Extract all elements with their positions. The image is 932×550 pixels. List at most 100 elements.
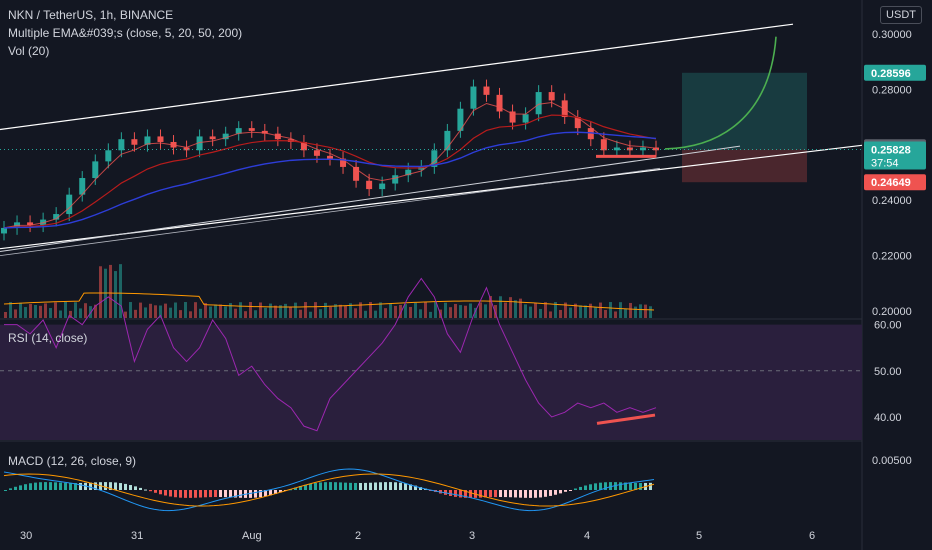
- macd-histogram-bar: [634, 482, 637, 490]
- rsi-band: [0, 324, 862, 440]
- candle-body: [144, 136, 151, 145]
- volume-bar: [304, 302, 307, 318]
- volume-bar: [404, 304, 407, 318]
- macd-histogram-bar: [394, 482, 397, 490]
- macd-axis-tick: 0.00500: [872, 455, 912, 467]
- macd-histogram-bar: [149, 490, 152, 492]
- macd-histogram-bar: [334, 482, 337, 490]
- macd-histogram-bar: [384, 482, 387, 490]
- macd-histogram-bar: [509, 490, 512, 498]
- currency-selector[interactable]: USDT: [880, 6, 922, 24]
- macd-histogram-bar: [69, 482, 72, 490]
- volume-bar: [139, 302, 142, 318]
- macd-histogram-bar: [379, 482, 382, 490]
- macd-histogram-bar: [599, 482, 602, 490]
- volume-bar: [619, 302, 622, 318]
- volume-bar: [549, 311, 552, 318]
- time-axis-tick: 2: [355, 530, 361, 542]
- volume-bar: [449, 307, 452, 318]
- macd-histogram-bar: [39, 482, 42, 490]
- price-axis-tick: 0.28000: [872, 84, 912, 96]
- macd-histogram-bar: [399, 482, 402, 490]
- volume-bar: [279, 305, 282, 318]
- volume-bar: [294, 302, 297, 318]
- macd-histogram-bar: [529, 490, 532, 498]
- macd-histogram-bar: [74, 482, 77, 490]
- volume-bar: [579, 305, 582, 318]
- candle-body: [353, 166, 360, 181]
- macd-histogram-bar: [134, 486, 137, 490]
- volume-bar: [79, 308, 82, 318]
- macd-histogram-bar: [534, 490, 537, 498]
- macd-histogram-bar: [579, 486, 582, 490]
- volume-bar: [99, 266, 102, 318]
- volume-legend[interactable]: Vol (20): [8, 44, 50, 58]
- volume-bar: [414, 302, 417, 318]
- macd-histogram-bar: [199, 490, 202, 498]
- inner-channel-line: [0, 145, 741, 252]
- macd-histogram-bar: [369, 482, 372, 490]
- signal-line: [3, 473, 655, 507]
- symbol-legend[interactable]: NKN / TetherUS, 1h, BINANCE: [8, 8, 174, 22]
- volume-bar: [564, 302, 567, 318]
- volume-bar: [424, 302, 427, 318]
- ema-legend[interactable]: Multiple EMA&#039;s (close, 5, 20, 50, 2…: [8, 26, 243, 40]
- macd-line: [3, 468, 655, 512]
- candle-body: [392, 175, 399, 184]
- volume-bar: [254, 310, 257, 318]
- time-axis-tick: 31: [131, 530, 143, 542]
- volume-ma-line: [3, 292, 655, 311]
- ema-50-line: [3, 131, 657, 229]
- macd-histogram-bar: [589, 484, 592, 490]
- candle-body: [313, 150, 320, 156]
- macd-histogram-bar: [524, 490, 527, 498]
- volume-bar: [274, 305, 277, 318]
- volume-bar: [54, 302, 57, 318]
- volume-bar: [9, 302, 12, 318]
- macd-histogram-bar: [34, 482, 37, 490]
- candle-body: [105, 150, 112, 162]
- macd-histogram-bar: [54, 482, 57, 490]
- candle-body: [574, 117, 581, 129]
- macd-histogram-bar: [494, 490, 497, 498]
- macd-histogram-bar: [89, 482, 92, 490]
- volume-bar: [599, 302, 602, 318]
- volume-bar: [504, 302, 507, 318]
- macd-histogram-bar: [499, 490, 502, 498]
- volume-bar: [264, 307, 267, 318]
- volume-bar: [169, 307, 172, 318]
- macd-histogram-bar: [9, 488, 12, 490]
- candle-body: [53, 214, 60, 220]
- volume-bar: [154, 305, 157, 318]
- candle-body: [431, 150, 438, 167]
- candle-body: [483, 86, 490, 95]
- macd-histogram-bar: [594, 483, 597, 490]
- volume-bar: [534, 302, 537, 318]
- volume-bar: [219, 304, 222, 318]
- rsi-legend[interactable]: RSI (14, close): [8, 331, 88, 345]
- rsi-axis-tick: 60.00: [874, 320, 902, 332]
- macd-histogram-bar: [19, 485, 22, 490]
- volume-bar: [459, 305, 462, 318]
- volume-bar: [209, 306, 212, 318]
- volume-bar: [389, 303, 392, 318]
- macd-histogram-bar: [64, 482, 67, 490]
- volume-bar: [19, 302, 22, 318]
- macd-histogram-bar: [204, 490, 207, 498]
- countdown-text: 37:54: [871, 158, 899, 170]
- volume-bar: [474, 307, 477, 318]
- macd-histogram-bar: [354, 482, 357, 490]
- macd-histogram-bar: [94, 482, 97, 490]
- candle-body: [600, 139, 607, 151]
- candle-body: [274, 133, 281, 140]
- candle-body: [157, 136, 164, 142]
- macd-histogram-bar: [349, 482, 352, 490]
- time-axis-tick: Aug: [242, 530, 262, 542]
- volume-bar: [164, 303, 167, 318]
- macd-legend[interactable]: MACD (12, 26, close, 9): [8, 454, 137, 468]
- macd-histogram-bar: [584, 485, 587, 490]
- macd-histogram-bar: [229, 490, 232, 498]
- macd-histogram-bar: [14, 486, 17, 490]
- volume-bar: [249, 302, 252, 318]
